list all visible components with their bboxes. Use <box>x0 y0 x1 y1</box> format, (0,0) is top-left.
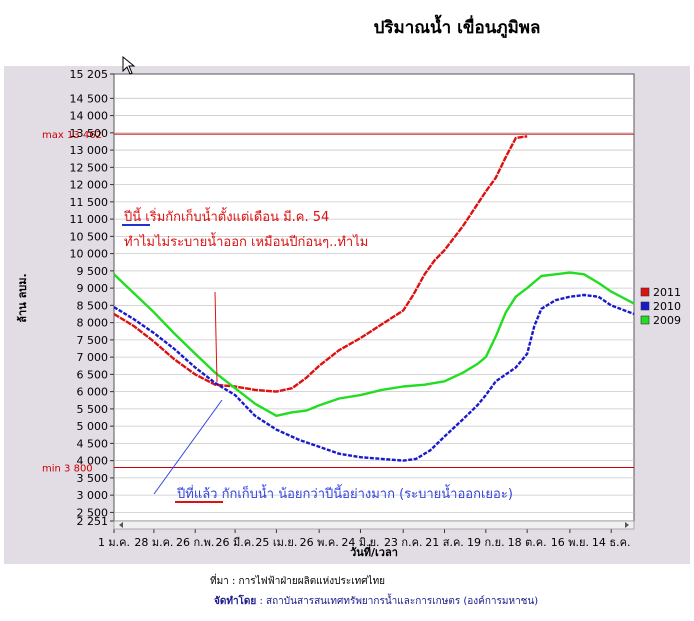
series-line-2010 <box>113 293 635 462</box>
y-tick-label: 11 500 <box>70 196 109 209</box>
x-tick-label: 21 ส.ค. <box>425 536 464 549</box>
credit-organizer-text: : สถาบันสารสนเทศทรัพยากรน้ำและการเกษตร (… <box>256 596 539 607</box>
legend-swatch-2011 <box>640 287 650 297</box>
legend-label-2009: 2009 <box>653 314 681 327</box>
legend-label-2011: 2011 <box>653 286 681 299</box>
x-axis-label: วันที่/เวลา <box>350 544 398 559</box>
y-tick-label: 2 251 <box>77 515 109 528</box>
credit-organizer-label: จัดทำโดย <box>214 596 257 607</box>
y-tick-label: 4 500 <box>77 437 109 450</box>
scroll-right-icon[interactable] <box>625 522 629 528</box>
y-tick-label: 14 500 <box>70 92 109 105</box>
chart-panel: max 13 462 min 3 800 2 251 2 500 3 000 3 500… <box>4 66 690 564</box>
y-tick-label: 6 000 <box>77 386 109 399</box>
y-tick-label: 15 205 <box>70 68 109 81</box>
scroll-left-icon[interactable] <box>119 522 123 528</box>
y-tick-label: 13 000 <box>70 144 109 157</box>
y-tick-label: 3 500 <box>77 472 109 485</box>
y-tick-label: 8 500 <box>77 299 109 312</box>
x-tick-label: 18 ต.ค. <box>508 536 547 549</box>
x-tick-label: 19 ก.ย. <box>467 536 505 549</box>
x-tick-label: 24 มิ.ย. <box>341 536 379 549</box>
credit-organizer: จัดทำโดย : สถาบันสารสนเทศทรัพยากรน้ำและก… <box>214 594 538 609</box>
annotation-question: ทำไมไม่ระบายน้ำออก เหมือนปีก่อนๆ..ทำไม <box>124 232 368 250</box>
y-tick-label: 10 500 <box>70 230 109 243</box>
y-axis-label: ล้าน ลบม. <box>16 273 29 322</box>
annotation-last-year: ปีที่แล้ว กักเก็บน้ำ น้อยกว่าปีนี้อย่างม… <box>176 484 513 502</box>
x-tick-label: 26 พ.ค. <box>300 536 339 549</box>
y-tick-label: 10 000 <box>70 248 109 261</box>
y-tick-label: 5 500 <box>77 403 109 416</box>
y-tick-label: 5 000 <box>77 420 109 433</box>
legend-swatch-2010 <box>640 301 650 311</box>
annotation-this-year: ปีนี้ เริ่มกักเก็บน้ำตั้งแต่เดือน มี.ค. … <box>123 207 329 225</box>
x-tick-label: 25 เม.ย. <box>255 536 297 549</box>
y-tick-label: 12 000 <box>70 179 109 192</box>
x-tick-label: 23 ก.ค. <box>384 536 423 549</box>
y-tick-label: 7 500 <box>77 334 109 347</box>
page-title: ปริมาณน้ำ เขื่อนภูมิพล <box>373 18 541 38</box>
x-tick-label: 26 ก.พ. <box>176 536 214 549</box>
x-tick-label: 14 ธ.ค. <box>592 536 631 549</box>
x-tick-label: 1 ม.ค. <box>98 536 130 549</box>
y-tick-label: 6 500 <box>77 368 109 381</box>
y-tick-label: 11 000 <box>70 213 109 226</box>
series-line-2009 <box>113 271 635 417</box>
legend-label-2010: 2010 <box>653 300 681 313</box>
mouse-cursor-icon <box>122 56 136 75</box>
horizontal-scrollbar[interactable] <box>113 520 635 530</box>
reference-line-label: min 3 800 <box>42 464 93 475</box>
y-tick-label: 7 000 <box>77 351 109 364</box>
y-tick-label: 14 000 <box>70 110 109 123</box>
credit-source: ที่มา : การไฟฟ้าฝ่ายผลิตแห่งประเทศไทย <box>210 576 386 587</box>
y-tick-label: 2 500 <box>77 506 109 519</box>
x-tick-label: 26 มี.ค. <box>216 536 255 549</box>
y-tick-label: 8 000 <box>77 317 109 330</box>
y-tick-label: 4 000 <box>77 455 109 468</box>
y-tick-label: 13 500 <box>70 127 109 140</box>
x-tick-label: 16 พ.ย. <box>551 536 589 549</box>
plot-area <box>113 73 635 522</box>
annotation-pointer-line <box>153 399 223 495</box>
legend-swatch-2009 <box>640 315 650 325</box>
annotation-pointer-line <box>214 291 218 383</box>
x-tick-label: 28 ม.ค. <box>134 536 173 549</box>
y-tick-label: 3 000 <box>77 489 109 502</box>
series-line-2011 <box>113 135 528 393</box>
y-tick-label: 9 000 <box>77 282 109 295</box>
y-tick-label: 12 500 <box>70 161 109 174</box>
y-tick-label: 9 500 <box>77 265 109 278</box>
reference-line-label: max 13 462 <box>42 130 102 141</box>
